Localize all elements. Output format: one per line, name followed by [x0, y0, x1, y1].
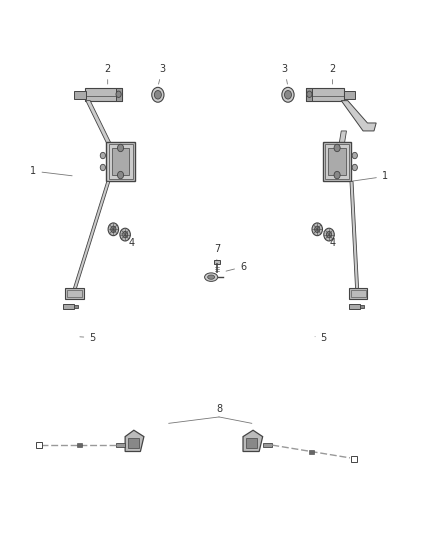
Text: 8: 8: [216, 405, 222, 414]
Circle shape: [285, 91, 291, 99]
Circle shape: [120, 228, 131, 241]
Circle shape: [324, 228, 334, 241]
Polygon shape: [106, 142, 135, 181]
Polygon shape: [63, 304, 74, 309]
Polygon shape: [116, 443, 125, 447]
Polygon shape: [65, 288, 84, 300]
Text: 4: 4: [324, 231, 336, 248]
Polygon shape: [74, 91, 86, 99]
Text: 5: 5: [80, 333, 95, 343]
Bar: [325, 144, 349, 179]
Text: 4: 4: [120, 233, 135, 248]
Circle shape: [108, 223, 119, 236]
Polygon shape: [73, 181, 110, 290]
Circle shape: [117, 144, 124, 152]
Circle shape: [326, 231, 332, 238]
Polygon shape: [341, 101, 376, 131]
Text: 3: 3: [282, 64, 288, 84]
Text: 7: 7: [214, 244, 220, 260]
Bar: [128, 438, 139, 448]
Text: 1: 1: [353, 172, 388, 181]
Circle shape: [334, 144, 340, 152]
Text: 3: 3: [159, 64, 165, 84]
Polygon shape: [306, 88, 312, 101]
Polygon shape: [306, 88, 344, 101]
Circle shape: [352, 152, 357, 159]
Bar: [351, 456, 357, 462]
Bar: [77, 443, 82, 447]
Circle shape: [100, 164, 106, 171]
Bar: [112, 148, 130, 175]
Text: 2: 2: [105, 64, 111, 84]
Polygon shape: [263, 443, 272, 447]
Circle shape: [154, 91, 161, 99]
Polygon shape: [74, 305, 78, 308]
Bar: [328, 148, 346, 175]
Bar: [309, 450, 314, 454]
Polygon shape: [117, 88, 122, 101]
Polygon shape: [323, 142, 351, 181]
Polygon shape: [360, 305, 364, 308]
Polygon shape: [243, 430, 263, 451]
Polygon shape: [349, 304, 360, 309]
Polygon shape: [344, 91, 355, 99]
Circle shape: [352, 164, 357, 171]
Bar: [109, 144, 133, 179]
Polygon shape: [85, 88, 122, 101]
Text: 6: 6: [226, 262, 246, 272]
Polygon shape: [349, 288, 367, 300]
Circle shape: [111, 226, 116, 232]
Circle shape: [334, 171, 340, 179]
Bar: [36, 442, 42, 448]
Circle shape: [116, 91, 121, 98]
Circle shape: [152, 87, 164, 102]
Circle shape: [307, 91, 312, 98]
Text: 1: 1: [30, 166, 72, 176]
Ellipse shape: [208, 275, 215, 279]
Polygon shape: [86, 101, 118, 157]
Circle shape: [117, 171, 124, 179]
Ellipse shape: [205, 273, 218, 281]
Polygon shape: [350, 181, 359, 290]
Circle shape: [312, 223, 322, 236]
Circle shape: [314, 226, 320, 232]
Polygon shape: [337, 131, 346, 158]
Text: 5: 5: [315, 333, 327, 343]
Text: 2: 2: [329, 64, 336, 84]
Polygon shape: [214, 260, 220, 264]
Circle shape: [123, 231, 128, 238]
Bar: [246, 438, 257, 448]
Circle shape: [282, 87, 294, 102]
Polygon shape: [125, 430, 144, 451]
Bar: [67, 290, 82, 297]
Bar: [351, 290, 366, 297]
Circle shape: [100, 152, 106, 159]
